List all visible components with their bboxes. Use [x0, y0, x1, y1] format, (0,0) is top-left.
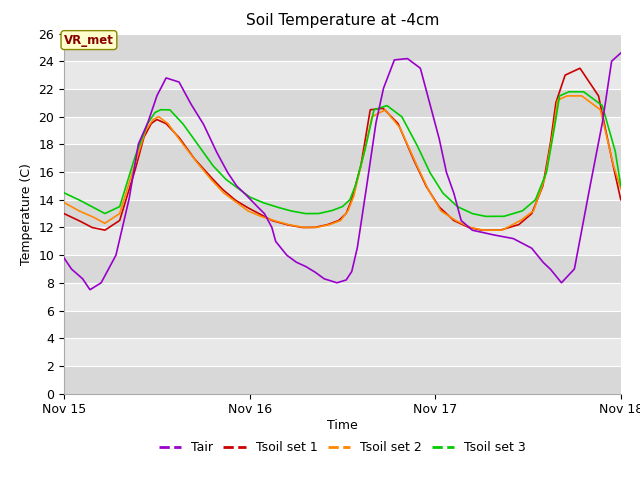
Bar — [64, 172, 621, 200]
Text: VR_met: VR_met — [64, 34, 114, 47]
Bar — [64, 283, 621, 311]
Bar — [64, 228, 621, 255]
Bar — [64, 255, 621, 283]
Bar — [64, 366, 621, 394]
Bar — [64, 311, 621, 338]
Bar — [64, 89, 621, 117]
Y-axis label: Temperature (C): Temperature (C) — [20, 163, 33, 264]
X-axis label: Time: Time — [327, 419, 358, 432]
Legend: Tair, Tsoil set 1, Tsoil set 2, Tsoil set 3: Tair, Tsoil set 1, Tsoil set 2, Tsoil se… — [154, 436, 531, 459]
Bar — [64, 34, 621, 61]
Title: Soil Temperature at -4cm: Soil Temperature at -4cm — [246, 13, 439, 28]
Bar — [64, 144, 621, 172]
Bar — [64, 61, 621, 89]
Bar — [64, 117, 621, 144]
Bar — [64, 200, 621, 228]
Bar — [64, 338, 621, 366]
